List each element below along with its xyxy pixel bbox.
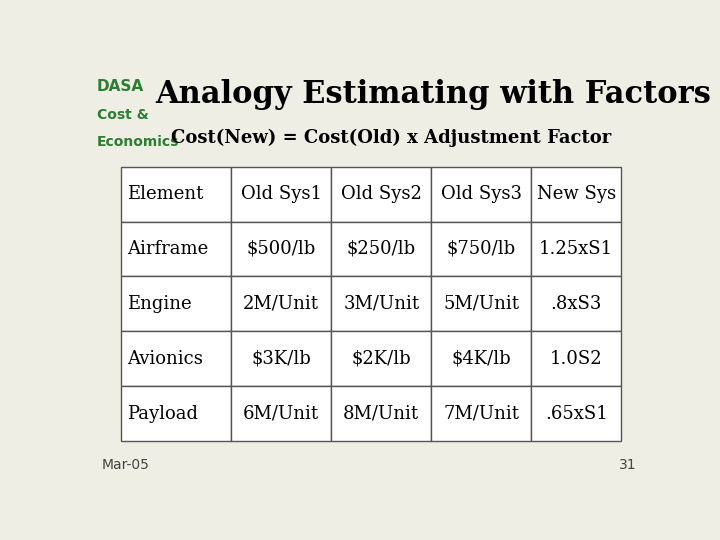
Bar <box>431 276 531 332</box>
Text: $750/lb: $750/lb <box>447 240 516 258</box>
Text: Analogy Estimating with Factors: Analogy Estimating with Factors <box>156 79 711 110</box>
Bar <box>231 167 331 221</box>
Text: Cost &: Cost & <box>96 109 148 123</box>
Bar <box>331 386 431 441</box>
Text: $3K/lb: $3K/lb <box>251 350 311 368</box>
Text: 1.0S2: 1.0S2 <box>550 350 603 368</box>
Text: Mar-05: Mar-05 <box>101 458 149 472</box>
Text: 3M/Unit: 3M/Unit <box>343 295 419 313</box>
Text: 31: 31 <box>619 458 637 472</box>
Text: Cost(New) = Cost(Old) x Adjustment Factor: Cost(New) = Cost(Old) x Adjustment Facto… <box>171 129 611 147</box>
Text: Payload: Payload <box>127 404 199 423</box>
Bar <box>121 276 231 332</box>
Text: Engine: Engine <box>127 295 192 313</box>
Text: 2M/Unit: 2M/Unit <box>243 295 319 313</box>
Bar <box>121 167 231 221</box>
Bar <box>121 332 231 386</box>
Bar <box>121 386 231 441</box>
Bar <box>231 276 331 332</box>
Text: $2K/lb: $2K/lb <box>351 350 411 368</box>
Bar <box>531 221 621 276</box>
Bar <box>331 167 431 221</box>
Text: .65xS1: .65xS1 <box>545 404 608 423</box>
Text: Airframe: Airframe <box>127 240 209 258</box>
Text: Old Sys3: Old Sys3 <box>441 185 522 203</box>
Text: Avionics: Avionics <box>127 350 203 368</box>
Text: .8xS3: .8xS3 <box>551 295 602 313</box>
Text: 6M/Unit: 6M/Unit <box>243 404 319 423</box>
Bar <box>331 276 431 332</box>
Bar <box>531 276 621 332</box>
Bar <box>531 167 621 221</box>
Text: 1.25xS1: 1.25xS1 <box>539 240 613 258</box>
Bar <box>431 386 531 441</box>
Text: Element: Element <box>127 185 204 203</box>
Bar <box>431 167 531 221</box>
Bar <box>331 332 431 386</box>
Bar <box>531 386 621 441</box>
Text: 5M/Unit: 5M/Unit <box>444 295 519 313</box>
Bar <box>231 386 331 441</box>
Bar <box>121 221 231 276</box>
Bar <box>531 332 621 386</box>
Bar <box>231 221 331 276</box>
Text: 7M/Unit: 7M/Unit <box>444 404 519 423</box>
Text: $4K/lb: $4K/lb <box>451 350 511 368</box>
Bar <box>231 332 331 386</box>
Text: $500/lb: $500/lb <box>246 240 316 258</box>
Text: 8M/Unit: 8M/Unit <box>343 404 419 423</box>
Text: Old Sys1: Old Sys1 <box>240 185 322 203</box>
Text: DASA: DASA <box>96 79 144 94</box>
Text: Old Sys2: Old Sys2 <box>341 185 422 203</box>
Bar <box>431 332 531 386</box>
Bar <box>331 221 431 276</box>
Text: Economics: Economics <box>96 136 179 150</box>
Text: $250/lb: $250/lb <box>346 240 415 258</box>
Text: New Sys: New Sys <box>536 185 616 203</box>
Bar <box>431 221 531 276</box>
